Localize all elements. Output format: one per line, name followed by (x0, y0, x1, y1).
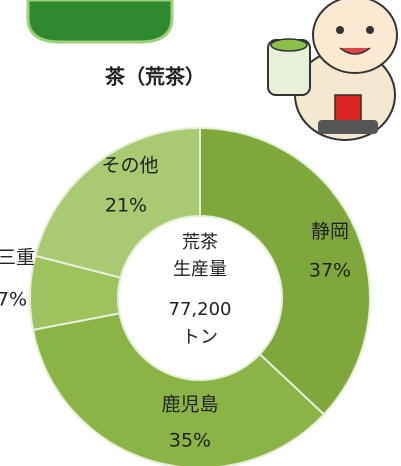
slice-value: 37% (309, 260, 351, 282)
donut-slice (34, 126, 201, 279)
chart-title: 茶（荒茶） (105, 65, 205, 89)
center-label: トン (182, 327, 218, 348)
slice-value: 35% (169, 430, 211, 452)
mascot (267, 0, 398, 141)
center-label: 77,200 (169, 299, 232, 320)
banner (26, 0, 174, 44)
slice-label: 三重 (0, 247, 35, 269)
donut-slice (31, 312, 326, 466)
slice-value: 21% (105, 195, 147, 217)
slice-label: その他 (101, 155, 158, 177)
slice-label: 鹿児島 (161, 394, 218, 416)
center-label: 生産量 (173, 259, 227, 280)
donut (29, 126, 371, 466)
donut-slice (199, 126, 371, 416)
center-label: 荒茶 (182, 232, 218, 253)
slice-label: 静岡 (311, 221, 349, 243)
slice-value: 7% (0, 289, 27, 311)
